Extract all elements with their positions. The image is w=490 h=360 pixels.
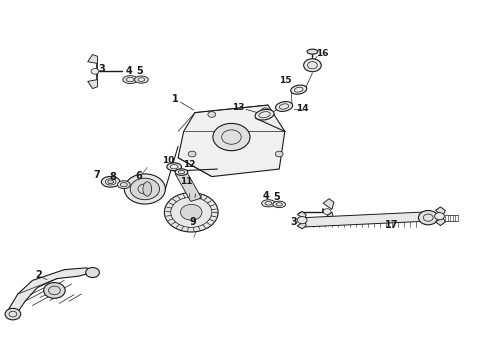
- Ellipse shape: [123, 76, 138, 84]
- Polygon shape: [436, 217, 445, 226]
- Circle shape: [91, 68, 99, 74]
- Text: 4: 4: [263, 191, 270, 201]
- Ellipse shape: [108, 180, 114, 184]
- Ellipse shape: [143, 182, 152, 196]
- Polygon shape: [323, 212, 334, 223]
- Circle shape: [418, 211, 438, 225]
- Text: 9: 9: [189, 217, 196, 227]
- Circle shape: [164, 193, 218, 232]
- Circle shape: [44, 283, 65, 298]
- Polygon shape: [6, 268, 96, 316]
- Circle shape: [435, 213, 444, 220]
- Polygon shape: [178, 105, 285, 177]
- Ellipse shape: [135, 76, 148, 83]
- Ellipse shape: [101, 176, 120, 187]
- Polygon shape: [436, 207, 445, 216]
- Polygon shape: [175, 170, 201, 201]
- Text: 15: 15: [279, 76, 292, 85]
- Ellipse shape: [275, 102, 293, 111]
- Ellipse shape: [291, 85, 307, 94]
- Text: 5: 5: [137, 66, 143, 76]
- Circle shape: [261, 108, 269, 113]
- Polygon shape: [323, 199, 334, 210]
- Circle shape: [208, 112, 216, 117]
- Text: 2: 2: [35, 270, 42, 280]
- Ellipse shape: [175, 169, 188, 175]
- Circle shape: [304, 59, 321, 72]
- Text: 8: 8: [110, 172, 117, 183]
- Text: 16: 16: [316, 49, 328, 58]
- Text: 10: 10: [162, 156, 174, 165]
- Ellipse shape: [118, 181, 130, 189]
- Polygon shape: [304, 212, 426, 227]
- Text: 14: 14: [296, 104, 309, 113]
- Text: 11: 11: [180, 177, 193, 186]
- Ellipse shape: [273, 201, 286, 208]
- Circle shape: [86, 267, 99, 278]
- Circle shape: [188, 151, 196, 157]
- Text: 4: 4: [125, 66, 132, 76]
- Circle shape: [130, 178, 159, 200]
- Circle shape: [297, 217, 307, 224]
- Polygon shape: [88, 54, 98, 63]
- Text: 6: 6: [136, 171, 143, 181]
- Ellipse shape: [307, 49, 318, 54]
- Polygon shape: [297, 221, 306, 229]
- Text: 7: 7: [93, 170, 100, 180]
- Circle shape: [124, 174, 165, 204]
- Text: 12: 12: [183, 161, 195, 170]
- Text: 3: 3: [291, 217, 297, 227]
- Circle shape: [180, 204, 202, 220]
- Circle shape: [275, 151, 283, 157]
- Ellipse shape: [262, 200, 275, 207]
- Circle shape: [323, 209, 331, 215]
- Text: 17: 17: [385, 220, 398, 230]
- Ellipse shape: [167, 163, 181, 171]
- Circle shape: [213, 123, 250, 151]
- Ellipse shape: [255, 109, 274, 120]
- Circle shape: [5, 309, 21, 320]
- Polygon shape: [88, 80, 98, 89]
- Text: 1: 1: [172, 94, 178, 104]
- Text: 13: 13: [232, 103, 245, 112]
- Polygon shape: [297, 212, 306, 220]
- Text: 5: 5: [273, 192, 280, 202]
- Text: 3: 3: [98, 64, 105, 74]
